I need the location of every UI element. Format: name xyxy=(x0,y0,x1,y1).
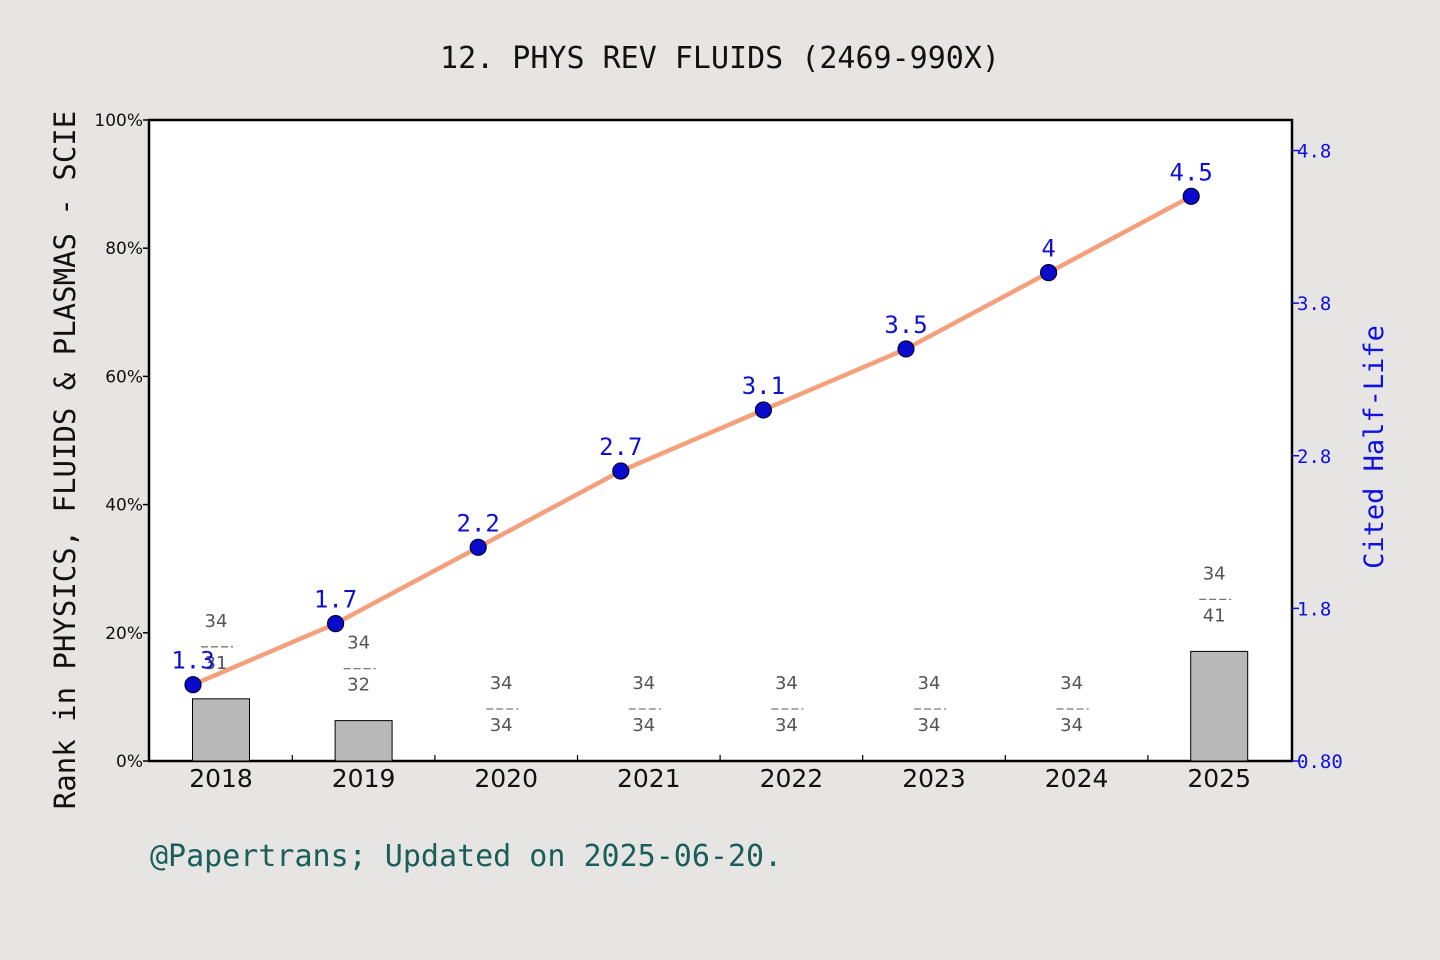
rank-numerator: 34 xyxy=(1203,563,1226,584)
half-life-value-label: 1.7 xyxy=(314,586,357,614)
half-life-polyline xyxy=(190,194,1194,687)
chart-title: 12. PHYS REV FLUIDS (2469-990X) xyxy=(440,41,1000,76)
half-life-point xyxy=(1182,187,1200,205)
y2-tick-label: 1.8 xyxy=(1297,598,1331,620)
half-life-point xyxy=(754,401,773,419)
y-tick-label: 80% xyxy=(105,239,143,259)
rank-numerator: 34 xyxy=(205,611,228,632)
half-life-point xyxy=(897,340,915,358)
y2-tick-label: 3.8 xyxy=(1297,293,1331,315)
left-axis: 0% 20% 40% 60% 80% 100% xyxy=(94,111,149,772)
half-life-value-label: 4.5 xyxy=(1170,158,1213,186)
plot-area xyxy=(147,118,1294,763)
rank-denominator: 34 xyxy=(490,715,513,736)
x-tick-label: 2019 xyxy=(332,764,396,793)
half-life-value-label: 4 xyxy=(1041,235,1055,263)
rank-bar xyxy=(1190,650,1249,762)
y-tick-label: 100% xyxy=(94,111,143,131)
x-axis: 2018 2019 2020 2021 2022 2023 2024 2025 xyxy=(189,755,1251,793)
half-life-value-label: 3.5 xyxy=(884,311,927,339)
y2-tick-label: 4.8 xyxy=(1297,141,1331,163)
y-tick-label: 20% xyxy=(105,624,143,644)
half-life-value-label: 1.3 xyxy=(171,647,214,675)
rank-numerator: 34 xyxy=(1060,673,1083,694)
x-tick-label: 2018 xyxy=(189,764,253,793)
x-tick-label: 2023 xyxy=(902,764,966,793)
rank-denominator: 34 xyxy=(1060,715,1083,736)
rank-denominator: 34 xyxy=(632,715,655,736)
half-life-value-label: 2.2 xyxy=(457,509,500,537)
rank-labels: 34 31 34 32 34 34 34 34 34 34 34 34 34 34 34 41 xyxy=(201,563,1232,736)
y-tick-label: 0% xyxy=(116,752,143,772)
rank-denominator: 32 xyxy=(347,675,370,696)
half-life-point xyxy=(612,462,630,480)
y-tick-label: 60% xyxy=(105,367,143,387)
x-tick-label: 2022 xyxy=(760,764,824,793)
x-tick-label: 2024 xyxy=(1045,764,1109,793)
rank-bar xyxy=(334,720,393,762)
rank-numerator: 34 xyxy=(347,633,370,654)
rank-numerator: 34 xyxy=(775,673,798,694)
footer-note: @Papertrans; Updated on 2025-06-20. xyxy=(150,839,782,874)
half-life-labels: 1.3 1.7 2.2 2.7 3.1 3.5 4 4.5 xyxy=(171,158,1213,674)
half-life-point xyxy=(1039,264,1058,282)
rank-bars xyxy=(192,650,1249,762)
y2-tick-label: 2.8 xyxy=(1297,446,1331,468)
right-axis: 0.80 1.8 2.8 3.8 4.8 xyxy=(1292,141,1343,773)
half-life-line xyxy=(190,194,1194,687)
rank-denominator: 34 xyxy=(775,715,798,736)
rank-denominator: 41 xyxy=(1203,605,1226,626)
half-life-value-label: 3.1 xyxy=(742,372,785,400)
y2-axis-label: Cited Half-Life xyxy=(1359,325,1390,569)
rank-denominator: 34 xyxy=(918,715,941,736)
half-life-point xyxy=(327,615,345,633)
rank-numerator: 34 xyxy=(490,673,513,694)
half-life-point xyxy=(184,676,202,694)
y-tick-label: 40% xyxy=(105,496,143,516)
x-tick-label: 2021 xyxy=(617,764,681,793)
half-life-point xyxy=(469,538,487,556)
half-life-points xyxy=(184,187,1200,694)
rank-denominator: 31 xyxy=(205,653,228,674)
x-tick-label: 2025 xyxy=(1187,764,1251,793)
x-tick-label: 2020 xyxy=(474,764,538,793)
rank-bar xyxy=(192,698,250,762)
rank-numerator: 34 xyxy=(918,673,941,694)
half-life-value-label: 2.7 xyxy=(599,433,642,461)
rank-numerator: 34 xyxy=(632,673,655,694)
y2-tick-label: 0.80 xyxy=(1297,751,1343,773)
y-axis-label: Rank in PHYSICS, FLUIDS & PLASMAS - SCIE xyxy=(48,111,82,809)
